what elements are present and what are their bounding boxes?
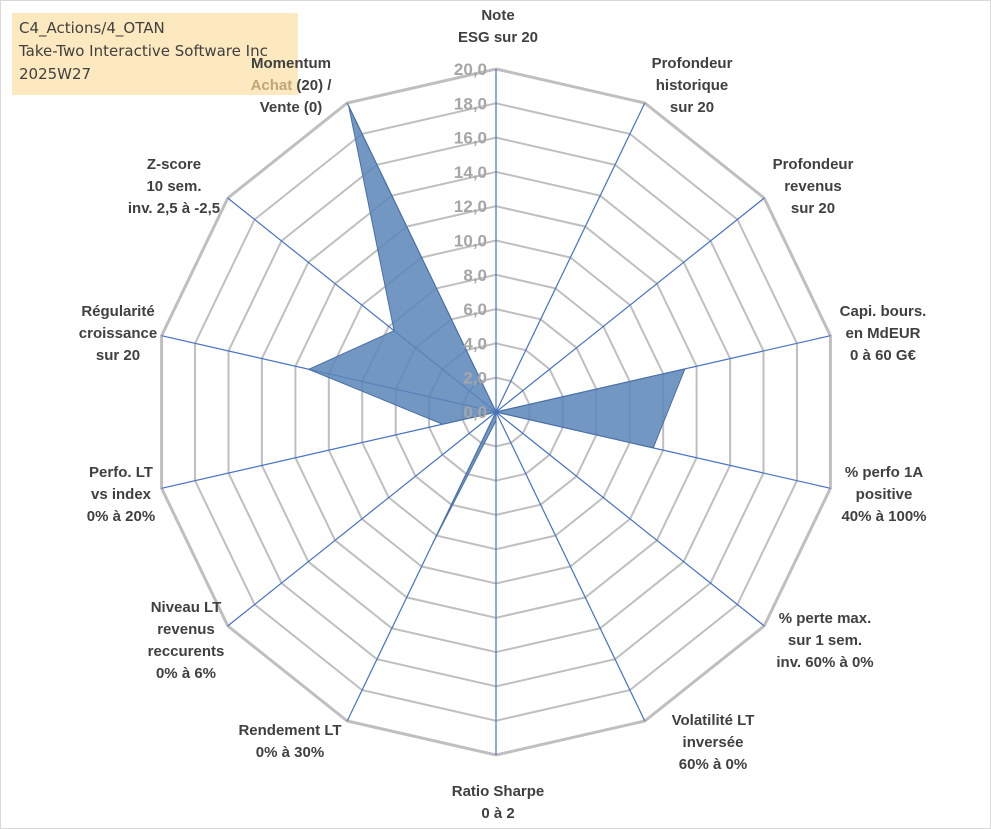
tick-label: 20,0 <box>454 60 487 79</box>
tick-label: 10,0 <box>454 232 487 251</box>
axis-label-profondeur-historique: Profondeur historique sur 20 <box>607 53 777 119</box>
tick-label: 8,0 <box>463 266 487 285</box>
axis-label-line: Profondeur <box>651 55 733 72</box>
axis-label-momentum: Momentum Achat (20) / Vente (0) <box>206 53 376 119</box>
axis-label-line: Note <box>481 7 515 24</box>
tick-label: 4,0 <box>463 334 487 353</box>
axis-label-line: Régularité <box>81 303 155 320</box>
axis-label-line: 10 sem. <box>146 178 202 195</box>
axis-label-line: reccurents <box>147 643 225 660</box>
radar-series <box>307 105 686 544</box>
axis-label-line: revenus <box>784 178 842 195</box>
axis-label-volatilite: Volatilité LT inversée 60% à 0% <box>628 710 798 776</box>
axis-label-profondeur-revenus: Profondeur revenus sur 20 <box>728 154 898 220</box>
tick-label: 0,0 <box>463 403 487 422</box>
axis-label-line: 40% à 100% <box>841 508 927 525</box>
axis-label-line: Achat (20) / <box>206 75 376 97</box>
axis-spoke <box>161 411 497 489</box>
radar-tick-labels: 0,0 2,0 4,0 6,0 8,0 10,0 12,0 14,0 16,0 18,0 20,0 <box>454 60 487 422</box>
axis-label-line: 0 à 60 G€ <box>850 347 916 364</box>
info-category: C4_Actions/4_OTAN <box>19 19 165 37</box>
momentum-achat-word: Achat <box>250 77 293 94</box>
tick-label: 16,0 <box>454 129 487 148</box>
axis-spoke <box>495 411 646 722</box>
axis-label-line: sur 20 <box>669 99 715 116</box>
axis-label-line: historique <box>655 77 729 94</box>
axis-label-line: inversée <box>682 734 744 751</box>
axis-label-line: Vente (0) <box>259 99 323 116</box>
axis-label-line: sur 20 <box>790 200 836 217</box>
momentum-achat-suffix: (20) / <box>296 77 332 94</box>
axis-label-ratio-sharpe: Ratio Sharpe 0 à 2 <box>413 781 583 825</box>
axis-label-perfo-lt: Perfo. LT vs index 0% à 20% <box>36 462 206 528</box>
axis-label-line: Z-score <box>146 156 202 173</box>
tick-label: 6,0 <box>463 300 487 319</box>
tick-label: 18,0 <box>454 94 487 113</box>
series-area <box>307 105 686 544</box>
axis-label-line: sur 20 <box>95 347 141 364</box>
axis-label-line: Niveau LT <box>150 599 222 616</box>
tick-label: 2,0 <box>463 369 487 388</box>
axis-label-niveau-lt: Niveau LT revenus reccurents 0% à 6% <box>101 597 271 685</box>
tick-label: 12,0 <box>454 197 487 216</box>
axis-spoke <box>495 102 646 413</box>
axis-label-line: ESG sur 20 <box>457 29 539 46</box>
axis-label-rendement-lt: Rendement LT 0% à 30% <box>205 720 375 764</box>
axis-label-line: Momentum <box>251 55 331 72</box>
axis-label-line: Profondeur <box>772 156 854 173</box>
axis-label-perte-max: % perte max. sur 1 sem. inv. 60% à 0% <box>740 608 910 674</box>
axis-spoke <box>495 197 765 413</box>
axis-label-line: Capi. bours. <box>839 303 927 320</box>
axis-label-line: inv. 60% à 0% <box>776 654 874 671</box>
axis-label-line: 0% à 20% <box>86 508 156 525</box>
axis-label-line: inv. 2,5 à -2,5 <box>127 200 221 217</box>
info-week: 2025W27 <box>19 65 92 83</box>
axis-label-line: revenus <box>157 621 215 638</box>
axis-label-line: Perfo. LT <box>89 464 153 481</box>
axis-label-capi-bours: Capi. bours. en MdEUR 0 à 60 G€ <box>798 301 968 367</box>
axis-spoke <box>495 411 765 627</box>
axis-label-line: positive <box>855 486 913 503</box>
axis-label-line: 0% à 30% <box>255 744 325 761</box>
axis-label-regularite: Régularité croissance sur 20 <box>33 301 203 367</box>
axis-spoke <box>227 411 497 627</box>
axis-label-z-score: Z-score 10 sem. inv. 2,5 à -2,5 <box>89 154 259 220</box>
axis-label-esg: Note ESG sur 20 <box>413 5 583 49</box>
info-company: Take-Two Interactive Software Inc <box>19 42 268 60</box>
axis-label-line: 0% à 6% <box>155 665 217 682</box>
tick-label: 14,0 <box>454 163 487 182</box>
axis-label-line: 60% à 0% <box>678 756 748 773</box>
axis-label-line: Rendement LT <box>238 722 342 739</box>
axis-label-line: Ratio Sharpe <box>451 783 545 800</box>
axis-label-line: % perfo 1A <box>844 464 924 481</box>
info-box: C4_Actions/4_OTAN Take-Two Interactive S… <box>12 13 298 95</box>
axis-label-line: croissance <box>78 325 158 342</box>
axis-label-line: vs index <box>90 486 152 503</box>
axis-label-line: sur 1 sem. <box>787 632 863 649</box>
axis-label-line: Volatilité LT <box>671 712 755 729</box>
axis-label-line: % perte max. <box>778 610 872 627</box>
axis-label-line: en MdEUR <box>845 325 921 342</box>
axis-label-line: 0 à 2 <box>481 805 515 822</box>
axis-label-perfo-1a: % perfo 1A positive 40% à 100% <box>799 462 969 528</box>
